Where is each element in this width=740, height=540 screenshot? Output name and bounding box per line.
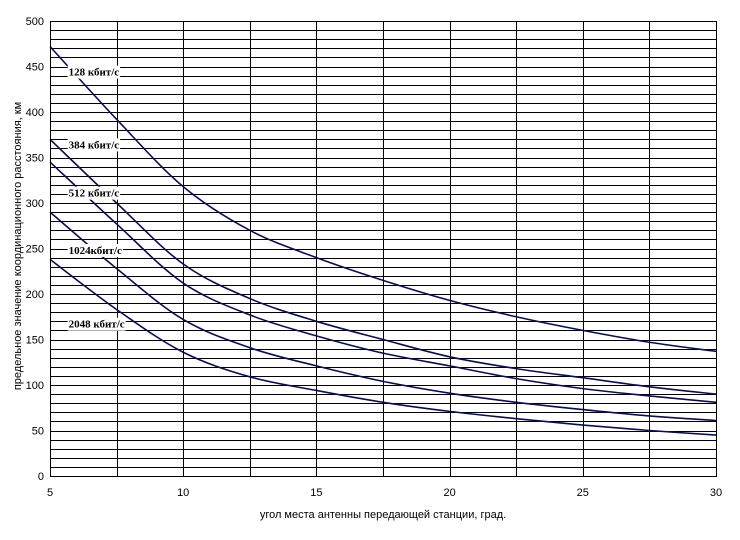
series-curves <box>49 45 717 436</box>
series-line-1 <box>49 138 717 395</box>
series-label-2: 512 кбит/с <box>69 188 120 200</box>
series-label-4: 2048 кбит/с <box>69 319 125 331</box>
y-axis-title: предельное значение координационного рас… <box>12 102 24 390</box>
grid <box>50 21 717 477</box>
series-line-4 <box>49 258 717 436</box>
series-label-3: 1024кбит/с <box>69 245 122 257</box>
series-label-bg <box>67 186 121 200</box>
series-label-1: 384 кбит/с <box>69 139 120 151</box>
y-tick-label: 500 <box>26 16 44 28</box>
y-tick-label: 450 <box>26 62 44 74</box>
y-tick-label: 250 <box>26 244 44 256</box>
series-label-bg <box>67 243 123 257</box>
y-tick-label: 350 <box>26 153 44 165</box>
x-tick-label: 20 <box>443 487 455 499</box>
x-tick-label: 30 <box>710 487 722 499</box>
series-line-2 <box>49 161 717 404</box>
plot-border <box>50 21 717 477</box>
x-tick-label: 10 <box>177 487 189 499</box>
x-tick-label: 5 <box>47 487 53 499</box>
y-tick-label: 300 <box>26 198 44 210</box>
y-tick-label: 100 <box>26 380 44 392</box>
y-tick-label: 50 <box>32 426 44 438</box>
x-tick-label: 15 <box>310 487 322 499</box>
y-tick-label: 0 <box>38 471 44 483</box>
x-tick-label: 25 <box>577 487 589 499</box>
y-tick-label: 150 <box>26 335 44 347</box>
y-tick-labels: 0 50 100 150 200 250 300 350 400 450 500 <box>26 16 44 483</box>
x-axis-title: угол места антенны передающей станции, г… <box>260 509 506 521</box>
series-line-3 <box>49 211 717 422</box>
series-label-bg <box>67 138 121 152</box>
y-tick-label: 200 <box>26 289 44 301</box>
series-labels: 128 кбит/с 384 кбит/с 512 кбит/с 1024кбит/с… <box>67 65 126 331</box>
series-label-0: 128 кбит/с <box>69 67 120 79</box>
x-tick-labels: 5 10 15 20 25 30 <box>47 487 722 499</box>
series-line-0 <box>49 45 717 353</box>
y-tick-label: 400 <box>26 107 44 119</box>
series-label-bg <box>67 65 121 79</box>
series-label-bg <box>67 317 126 331</box>
